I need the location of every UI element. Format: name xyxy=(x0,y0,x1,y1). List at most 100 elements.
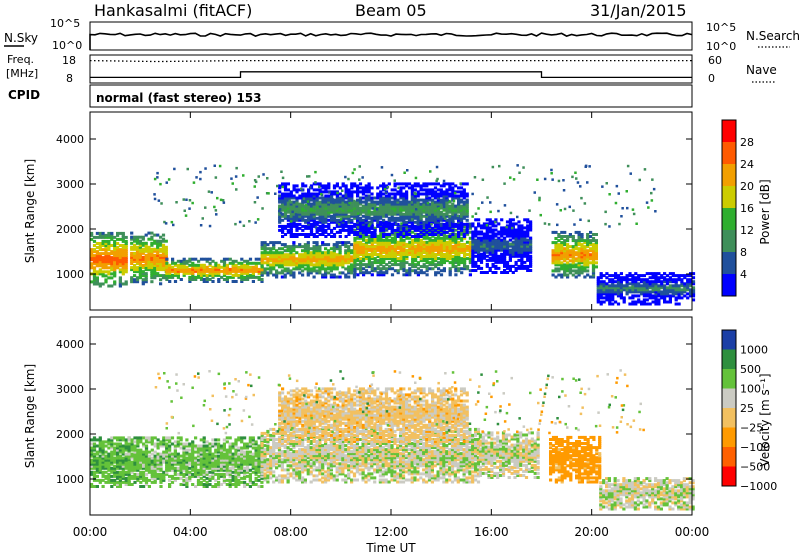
power-cell xyxy=(188,269,192,273)
power-cell xyxy=(459,222,464,226)
power-cell xyxy=(411,263,415,267)
power-cell xyxy=(364,220,368,224)
power-cell xyxy=(399,224,403,228)
power-cell xyxy=(433,204,438,208)
power-cell xyxy=(254,261,258,265)
power-cell xyxy=(651,300,655,304)
power-cell xyxy=(474,212,478,215)
power-cell xyxy=(605,286,609,290)
power-cell xyxy=(408,242,412,246)
power-cell xyxy=(246,275,250,279)
power-cell xyxy=(657,276,661,280)
power-cell xyxy=(150,262,154,265)
power-cell xyxy=(324,235,328,238)
velocity-cell xyxy=(118,456,122,460)
power-cell xyxy=(396,190,400,194)
power-cell xyxy=(330,194,334,198)
power-cell xyxy=(433,186,438,190)
power-cell xyxy=(159,235,163,239)
power-cell xyxy=(444,217,447,220)
power-cell xyxy=(634,286,638,290)
power-cell xyxy=(680,278,684,282)
power-cell xyxy=(113,256,117,260)
power-cell xyxy=(113,260,117,264)
power-cell xyxy=(312,249,316,253)
power-cell xyxy=(367,236,371,240)
power-cell xyxy=(110,284,114,288)
power-cell xyxy=(529,220,533,224)
power-cell xyxy=(413,191,416,195)
power-cell xyxy=(445,214,449,218)
power-cell xyxy=(405,261,409,265)
power-cell xyxy=(557,251,561,255)
power-cell xyxy=(90,266,94,270)
power-cell xyxy=(121,268,125,272)
power-cell xyxy=(362,253,366,256)
power-cell xyxy=(439,236,444,240)
power-cell xyxy=(393,269,397,273)
power-cell xyxy=(185,265,189,269)
power-cell xyxy=(674,280,678,284)
power-cell xyxy=(295,265,299,269)
velocity-cell xyxy=(121,448,125,452)
power-cell xyxy=(463,255,467,258)
power-cell xyxy=(116,231,120,235)
velocity-cell xyxy=(95,464,99,468)
power-cell xyxy=(457,257,461,261)
power-cell xyxy=(382,184,386,188)
power-cell xyxy=(445,259,449,263)
power-cell xyxy=(451,218,455,222)
power-cell xyxy=(460,236,464,240)
power-cell xyxy=(479,256,484,260)
power-cell xyxy=(144,268,148,272)
power-cell xyxy=(586,239,590,243)
power-cell xyxy=(315,255,319,259)
power-cell xyxy=(625,292,629,296)
power-cell xyxy=(306,249,310,253)
power-cell xyxy=(614,276,618,280)
power-cell xyxy=(488,244,492,248)
power-cell xyxy=(335,182,339,186)
power-cell xyxy=(414,253,418,256)
power-cell xyxy=(321,208,325,212)
power-cell xyxy=(304,203,308,207)
power-cell xyxy=(176,263,180,267)
power-cell xyxy=(367,238,371,242)
power-cell xyxy=(416,267,420,271)
power-cell xyxy=(341,222,345,226)
power-cell xyxy=(281,182,285,186)
power-cell xyxy=(121,264,125,268)
power-cell xyxy=(425,273,429,277)
power-cell xyxy=(341,210,345,214)
power-cell xyxy=(460,238,464,242)
velocity-cell xyxy=(92,442,97,446)
power-cell xyxy=(341,184,345,188)
power-cell xyxy=(324,230,328,234)
power-cell xyxy=(367,263,371,267)
power-cell xyxy=(269,257,273,261)
power-cell xyxy=(385,253,389,256)
power-cell xyxy=(344,249,348,253)
power-cell xyxy=(465,202,469,206)
power-cell xyxy=(344,202,348,206)
power-cell xyxy=(312,206,316,210)
power-cell xyxy=(428,218,432,222)
velocity-cell xyxy=(127,438,131,442)
power-cell xyxy=(429,170,432,173)
power-cell xyxy=(280,263,284,267)
power-cell xyxy=(344,261,348,265)
power-cell xyxy=(566,243,570,247)
power-cell xyxy=(508,224,512,228)
power-cell xyxy=(651,178,654,181)
power-cell xyxy=(350,228,354,232)
power-cell xyxy=(416,184,420,188)
power-cell xyxy=(390,232,395,236)
velocity-cell xyxy=(144,456,149,460)
velocity-cell xyxy=(116,460,120,464)
power-cell xyxy=(376,255,380,258)
power-cell xyxy=(361,200,365,204)
power-cell xyxy=(199,224,203,227)
power-cell xyxy=(113,254,117,258)
power-cell xyxy=(164,253,168,257)
power-cell xyxy=(327,206,331,210)
